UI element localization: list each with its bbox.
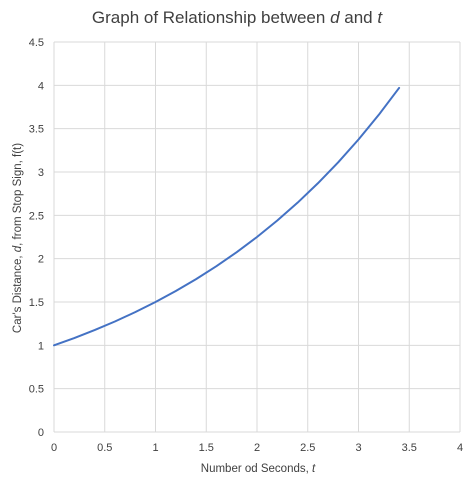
chart-title-part: and	[340, 8, 378, 27]
chart-title-part: t	[377, 8, 383, 27]
chart-title-part: Graph of Relationship between	[92, 8, 330, 27]
chart-title-part: d	[330, 8, 340, 27]
x-tick-label: 1.5	[199, 442, 214, 454]
chart-title: Graph of Relationship between d and t	[92, 8, 383, 27]
x-tick-label: 0.5	[97, 442, 112, 454]
x-tick-label: 1	[152, 442, 158, 454]
x-axis-title-part: Number od Seconds,	[201, 463, 312, 475]
x-tick-label: 0	[51, 442, 57, 454]
x-axis-title-part: t	[312, 463, 316, 475]
y-tick-label: 0.5	[29, 384, 44, 396]
x-tick-label: 2.5	[300, 442, 315, 454]
series-layer	[53, 86, 401, 347]
y-tick-label: 3.5	[29, 124, 44, 136]
y-tick-label: 2.5	[29, 210, 44, 222]
y-tick-label: 4.5	[29, 37, 44, 49]
x-tick-label: 3.5	[402, 442, 417, 454]
x-axis-title: Number od Seconds, t	[201, 463, 316, 475]
y-tick-label: 0	[38, 427, 44, 439]
y-tick-label: 1	[38, 340, 44, 352]
x-tick-label: 2	[254, 442, 260, 454]
y-tick-label: 1.5	[29, 297, 44, 309]
y-tick-label: 2	[38, 254, 44, 266]
series-line	[53, 86, 401, 347]
x-tick-label: 4	[457, 442, 463, 454]
y-axis-title-part: , from Stop Sign, f(t)	[12, 143, 24, 246]
tick-labels: 0 0.5 1 1.5 2 2.5 3 3.5 4 0 0.5 1 1.5 2 2.5 3 3.5 4 4.5	[29, 37, 463, 454]
y-axis-title: Car's Distance, d, from Stop Sign, f(t)	[12, 143, 24, 333]
y-tick-label: 4	[38, 80, 44, 92]
y-axis-title-part: Car's Distance,	[12, 252, 24, 333]
y-tick-label: 3	[38, 167, 44, 179]
grid	[53, 41, 461, 433]
y-axis-title-part: d	[12, 245, 24, 252]
x-tick-label: 3	[355, 442, 361, 454]
